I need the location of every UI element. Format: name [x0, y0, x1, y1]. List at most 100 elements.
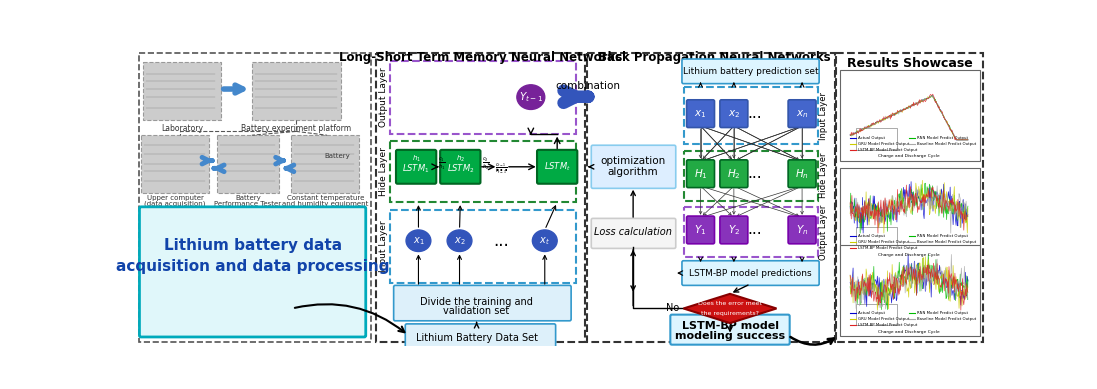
Bar: [683, 87, 817, 144]
Bar: [856, 304, 897, 326]
Text: LSTM-BP Model Predict Output: LSTM-BP Model Predict Output: [858, 323, 917, 328]
Text: (data acquisition): (data acquisition): [145, 201, 206, 207]
Bar: [683, 207, 817, 257]
FancyBboxPatch shape: [687, 160, 714, 187]
FancyBboxPatch shape: [788, 216, 816, 244]
FancyBboxPatch shape: [788, 160, 816, 187]
Text: the requirements?: the requirements?: [701, 310, 759, 315]
Text: $LSTM_2$: $LSTM_2$: [446, 162, 474, 175]
FancyBboxPatch shape: [682, 261, 819, 286]
Text: Hide Layer: Hide Layer: [380, 147, 388, 196]
FancyBboxPatch shape: [440, 150, 480, 184]
Text: RNN Model Predict Output: RNN Model Predict Output: [917, 311, 968, 315]
Bar: [840, 70, 980, 161]
Text: RNN Model Predict Output: RNN Model Predict Output: [917, 135, 968, 140]
Text: Does the error meet: Does the error meet: [698, 301, 762, 307]
Text: $x_2$: $x_2$: [454, 235, 465, 247]
Text: $Y_{t-1}$: $Y_{t-1}$: [519, 90, 543, 104]
Text: and humidity equipment: and humidity equipment: [282, 201, 369, 207]
Text: Charge and Discharge Cycle: Charge and Discharge Cycle: [879, 154, 940, 158]
FancyBboxPatch shape: [687, 100, 714, 128]
Text: $Y_1$: $Y_1$: [694, 223, 706, 237]
Text: Output Layer: Output Layer: [380, 67, 388, 127]
Text: LSTM-BP Model Predict Output: LSTM-BP Model Predict Output: [858, 246, 917, 251]
Text: acquisition and data processing: acquisition and data processing: [116, 259, 389, 273]
Ellipse shape: [532, 230, 557, 252]
Text: $x_n$: $x_n$: [795, 108, 808, 119]
Text: combination: combination: [555, 81, 620, 91]
Bar: [836, 53, 983, 342]
Text: modeling success: modeling success: [675, 331, 785, 341]
Text: Performance Tester: Performance Tester: [214, 201, 282, 207]
Text: Lithium battery data: Lithium battery data: [163, 238, 341, 253]
Text: Baseline Model Predict Output: Baseline Model Predict Output: [917, 142, 976, 146]
Text: $\frac{c_1}{h_1}$: $\frac{c_1}{h_1}$: [438, 155, 445, 172]
Bar: [389, 140, 576, 202]
FancyBboxPatch shape: [139, 207, 365, 337]
Text: Constant temperature: Constant temperature: [286, 195, 364, 201]
Text: Lithium Battery Data Set: Lithium Battery Data Set: [416, 333, 538, 343]
Text: Battery: Battery: [325, 153, 350, 159]
FancyBboxPatch shape: [720, 160, 748, 187]
Text: Input Layer: Input Layer: [380, 221, 388, 272]
Text: Baseline Model Predict Output: Baseline Model Predict Output: [917, 317, 976, 321]
Text: ...: ...: [747, 223, 761, 237]
Text: GRU Model Predict Output: GRU Model Predict Output: [858, 240, 909, 244]
Text: $x_2$: $x_2$: [727, 108, 740, 119]
Text: Long-Short Term Memory Neural Networks: Long-Short Term Memory Neural Networks: [339, 51, 622, 63]
FancyBboxPatch shape: [788, 100, 816, 128]
Text: Upper computer: Upper computer: [147, 195, 204, 201]
Bar: [217, 135, 279, 193]
Bar: [856, 227, 897, 249]
Text: $h_2$: $h_2$: [455, 154, 465, 164]
FancyBboxPatch shape: [396, 150, 437, 184]
FancyBboxPatch shape: [687, 216, 714, 244]
Text: $Y_n$: $Y_n$: [795, 223, 808, 237]
Text: $x_1$: $x_1$: [412, 235, 425, 247]
Text: LSTM-BP Model Predict Output: LSTM-BP Model Predict Output: [858, 148, 917, 152]
Text: Yes: Yes: [726, 327, 742, 337]
Text: optimization: optimization: [600, 156, 666, 166]
Text: Input Layer: Input Layer: [819, 91, 828, 140]
Text: RNN Model Predict Output: RNN Model Predict Output: [917, 234, 968, 238]
Text: ...: ...: [747, 166, 761, 181]
Text: Lithium battery prediction set: Lithium battery prediction set: [682, 67, 818, 76]
Text: $LSTM_t$: $LSTM_t$: [544, 161, 570, 173]
Text: Actual Output: Actual Output: [858, 311, 885, 315]
Bar: [683, 151, 817, 201]
FancyBboxPatch shape: [591, 145, 676, 188]
Text: $\frac{c_2}{h_2}$: $\frac{c_2}{h_2}$: [482, 155, 490, 172]
Polygon shape: [683, 294, 777, 323]
Text: $Y_2$: $Y_2$: [727, 223, 740, 237]
Text: Actual Output: Actual Output: [858, 135, 885, 140]
Bar: [138, 53, 371, 342]
Text: $x_t$: $x_t$: [540, 235, 551, 247]
Text: Back Propagation Neural Networks: Back Propagation Neural Networks: [598, 51, 830, 63]
Text: LSTM-BP model: LSTM-BP model: [681, 321, 779, 331]
FancyBboxPatch shape: [591, 218, 676, 249]
Text: $\frac{c_{t-1}}{h_{t-1}}$: $\frac{c_{t-1}}{h_{t-1}}$: [495, 161, 508, 175]
Text: Results Showcase: Results Showcase: [847, 58, 973, 70]
Text: Loss calculation: Loss calculation: [595, 227, 672, 237]
Text: $H_1$: $H_1$: [693, 167, 708, 180]
Bar: [856, 128, 897, 150]
FancyBboxPatch shape: [682, 59, 819, 84]
Text: $H_n$: $H_n$: [795, 167, 808, 180]
Bar: [376, 53, 585, 342]
Text: GRU Model Predict Output: GRU Model Predict Output: [858, 142, 909, 146]
Text: Charge and Discharge Cycle: Charge and Discharge Cycle: [879, 330, 940, 334]
Text: Battery experiment platform: Battery experiment platform: [241, 124, 351, 133]
Text: $x_1$: $x_1$: [694, 108, 706, 119]
Bar: [587, 53, 835, 342]
Text: ...: ...: [747, 106, 761, 121]
FancyBboxPatch shape: [720, 100, 748, 128]
Bar: [389, 61, 576, 134]
Text: LSTM-BP model predictions: LSTM-BP model predictions: [689, 268, 812, 278]
Bar: [144, 62, 220, 120]
Bar: [389, 210, 576, 283]
Ellipse shape: [406, 230, 431, 252]
FancyBboxPatch shape: [405, 324, 555, 349]
Bar: [840, 245, 980, 336]
Text: Hide Layer: Hide Layer: [819, 153, 828, 198]
Text: Laboratory: Laboratory: [161, 124, 203, 133]
